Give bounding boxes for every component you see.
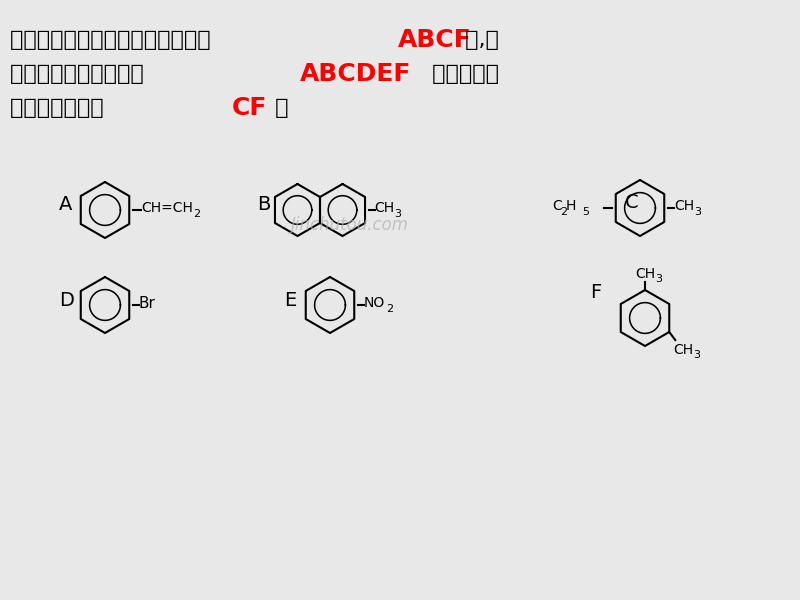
Text: CF: CF — [232, 96, 267, 120]
Text: 于芳香族化合物的是（: 于芳香族化合物的是（ — [10, 64, 151, 84]
Text: 2: 2 — [560, 207, 567, 217]
Text: F: F — [590, 283, 602, 302]
Text: E: E — [284, 290, 296, 310]
Text: 3: 3 — [394, 209, 402, 219]
Text: CH: CH — [635, 267, 655, 281]
Text: 3: 3 — [694, 350, 700, 360]
Text: 3: 3 — [694, 207, 701, 217]
Text: NO: NO — [364, 296, 386, 310]
Text: ），属于苯: ），属于苯 — [425, 64, 499, 84]
Text: 的同系物的是（: 的同系物的是（ — [10, 98, 110, 118]
Text: CH=CH: CH=CH — [141, 201, 193, 215]
Text: 2: 2 — [386, 304, 393, 314]
Text: ABCDEF: ABCDEF — [300, 62, 411, 86]
Text: 2: 2 — [193, 209, 200, 219]
Text: C: C — [552, 199, 562, 213]
Text: C: C — [625, 193, 639, 212]
Text: A: A — [59, 196, 72, 214]
Text: ）: ） — [268, 98, 289, 118]
Text: ）,属: ）,属 — [458, 30, 499, 50]
Text: 3: 3 — [655, 274, 662, 284]
Text: 判断：下列物质中属于芳烃的是（: 判断：下列物质中属于芳烃的是（ — [10, 30, 218, 50]
Text: H: H — [566, 199, 576, 213]
Text: D: D — [59, 290, 74, 310]
Text: CH: CH — [374, 201, 394, 215]
Text: ABCF: ABCF — [398, 28, 472, 52]
Text: CH: CH — [674, 199, 694, 213]
Text: 5: 5 — [582, 207, 589, 217]
Text: B: B — [258, 196, 271, 214]
Text: Br: Br — [139, 295, 156, 311]
Text: Jinchutou.com: Jinchutou.com — [291, 216, 409, 234]
Text: CH: CH — [674, 343, 694, 357]
